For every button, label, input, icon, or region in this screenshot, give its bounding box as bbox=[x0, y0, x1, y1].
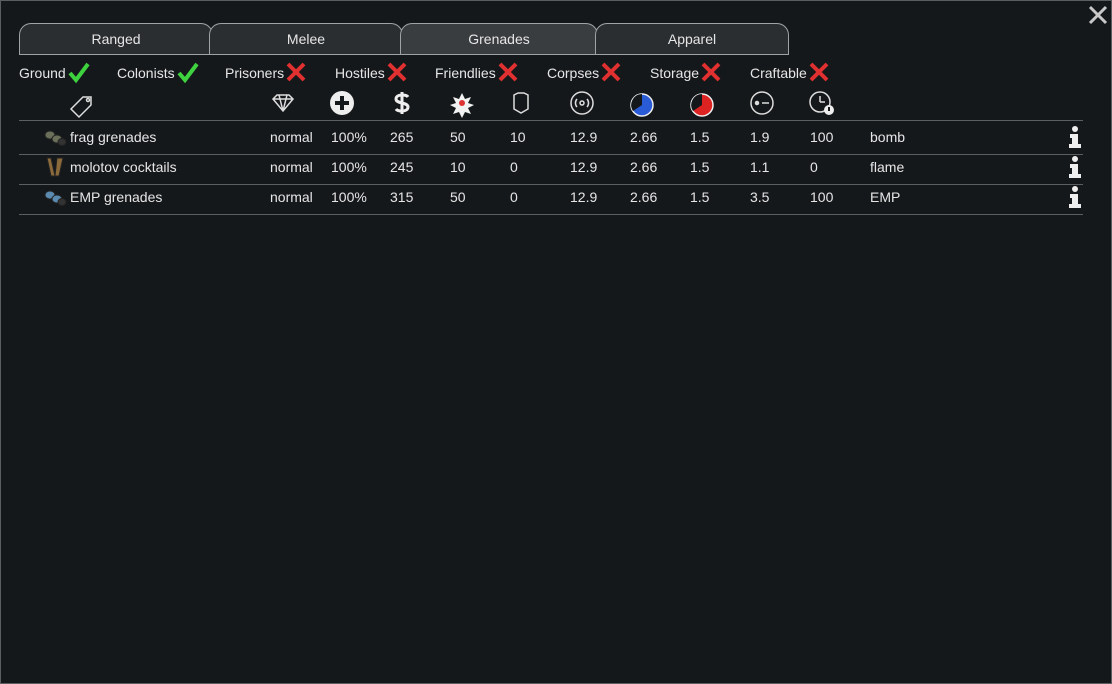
cell: 12.9 bbox=[570, 159, 598, 175]
filter-label[interactable]: Storage bbox=[650, 65, 700, 81]
cross-icon bbox=[286, 62, 306, 82]
cross-icon bbox=[809, 62, 829, 82]
check-icon bbox=[68, 62, 90, 84]
item-name: molotov cocktails bbox=[70, 159, 177, 175]
cell: 12.9 bbox=[570, 129, 598, 145]
cell: 10 bbox=[510, 129, 526, 145]
tab[interactable]: Ranged bbox=[19, 23, 213, 54]
item-name: frag grenades bbox=[70, 129, 157, 145]
cell: 0 bbox=[510, 189, 518, 205]
filter-label[interactable]: Corpses bbox=[547, 65, 600, 81]
cell: EMP bbox=[870, 189, 901, 205]
item-icon bbox=[44, 190, 67, 206]
cross-icon bbox=[498, 62, 518, 82]
cell: normal bbox=[270, 189, 313, 205]
cell: 100% bbox=[331, 189, 367, 205]
cell: 50 bbox=[450, 129, 466, 145]
filter-label[interactable]: Friendlies bbox=[435, 65, 496, 81]
cell: 50 bbox=[450, 189, 466, 205]
info-button[interactable] bbox=[1067, 155, 1083, 179]
cell: 2.66 bbox=[630, 189, 658, 205]
cell: flame bbox=[870, 159, 905, 175]
tab[interactable]: Grenades bbox=[400, 23, 598, 54]
cell: 1.5 bbox=[690, 189, 710, 205]
cross-icon bbox=[701, 62, 721, 82]
row-divider bbox=[19, 154, 1083, 155]
info-button[interactable] bbox=[1067, 185, 1083, 209]
filter-label[interactable]: Hostiles bbox=[335, 65, 385, 81]
cell: 100 bbox=[810, 129, 834, 145]
cell: 1.1 bbox=[750, 159, 770, 175]
cell: normal bbox=[270, 129, 313, 145]
cell: 1.5 bbox=[690, 129, 710, 145]
cell: 2.66 bbox=[630, 159, 658, 175]
item-name: EMP grenades bbox=[70, 189, 163, 205]
row-divider bbox=[19, 184, 1083, 185]
cell: 100 bbox=[810, 189, 834, 205]
cell: 12.9 bbox=[570, 189, 598, 205]
close-button[interactable] bbox=[1087, 4, 1109, 26]
filter-label[interactable]: Ground bbox=[19, 65, 66, 81]
cell: normal bbox=[270, 159, 313, 175]
cell: 315 bbox=[390, 189, 414, 205]
tab[interactable]: Apparel bbox=[595, 23, 789, 54]
item-icon bbox=[44, 130, 67, 146]
cross-icon bbox=[387, 62, 407, 82]
cell: 10 bbox=[450, 159, 466, 175]
item-icon bbox=[46, 157, 64, 177]
filter-label[interactable]: Colonists bbox=[117, 65, 175, 81]
cell: 0 bbox=[810, 159, 818, 175]
column-icons bbox=[69, 91, 834, 119]
cross-icon bbox=[601, 62, 621, 82]
row-divider bbox=[19, 120, 1083, 121]
cell: 0 bbox=[510, 159, 518, 175]
filter-label[interactable]: Prisoners bbox=[225, 65, 285, 81]
check-icon bbox=[177, 62, 199, 84]
cell: 265 bbox=[390, 129, 414, 145]
cell: 1.9 bbox=[750, 129, 770, 145]
cell: 100% bbox=[331, 129, 367, 145]
cell: 2.66 bbox=[630, 129, 658, 145]
cell: 3.5 bbox=[750, 189, 770, 205]
cell: 1.5 bbox=[690, 159, 710, 175]
tab-baseline bbox=[19, 54, 789, 55]
row-divider bbox=[19, 214, 1083, 215]
cell: 100% bbox=[331, 159, 367, 175]
cell: 245 bbox=[390, 159, 414, 175]
tab[interactable]: Melee bbox=[209, 23, 403, 54]
filter-label[interactable]: Craftable bbox=[750, 65, 807, 81]
cell: bomb bbox=[870, 129, 906, 145]
info-button[interactable] bbox=[1067, 125, 1083, 149]
